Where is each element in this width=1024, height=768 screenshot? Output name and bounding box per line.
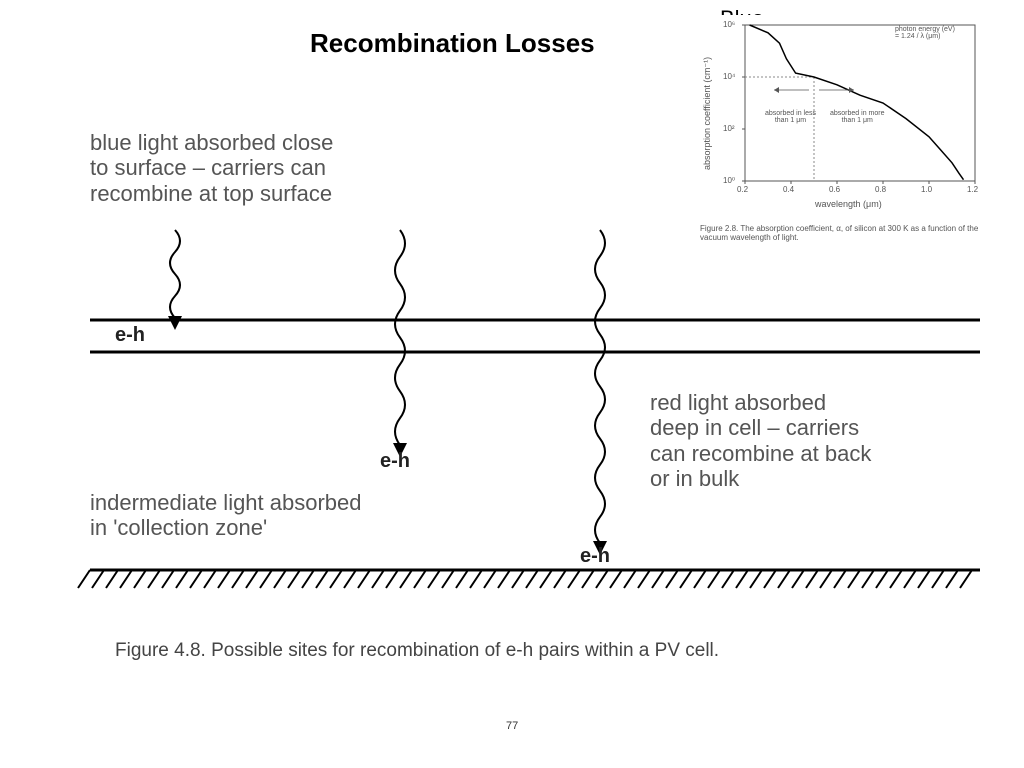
inset-ytick: 10⁰ xyxy=(723,176,735,185)
inset-region-right: absorbed in more than 1 μm xyxy=(830,110,884,124)
inset-xtick: 0.4 xyxy=(783,185,794,194)
inset-ylabel: absorption coefficient (cm⁻¹) xyxy=(702,57,713,170)
inset-ytick: 10⁴ xyxy=(723,72,735,81)
inset-ytick: 10² xyxy=(723,124,735,133)
inset-xlabel: wavelength (μm) xyxy=(815,199,882,209)
inset-region-left: absorbed in less than 1 μm xyxy=(765,110,816,124)
inset-xtick: 1.0 xyxy=(921,185,932,194)
inset-caption: Figure 2.8. The absorption coefficient, … xyxy=(700,225,990,243)
inset-ytick: 10⁶ xyxy=(723,20,735,29)
page-root: { "title": "Recombination Losses", "labe… xyxy=(0,0,1024,768)
inset-xtick: 0.8 xyxy=(875,185,886,194)
inset-xtick: 0.6 xyxy=(829,185,840,194)
inset-xtick: 1.2 xyxy=(967,185,978,194)
inset-xtick: 0.2 xyxy=(737,185,748,194)
inset-formula: photon energy (eV) = 1.24 / λ (μm) xyxy=(895,26,955,40)
